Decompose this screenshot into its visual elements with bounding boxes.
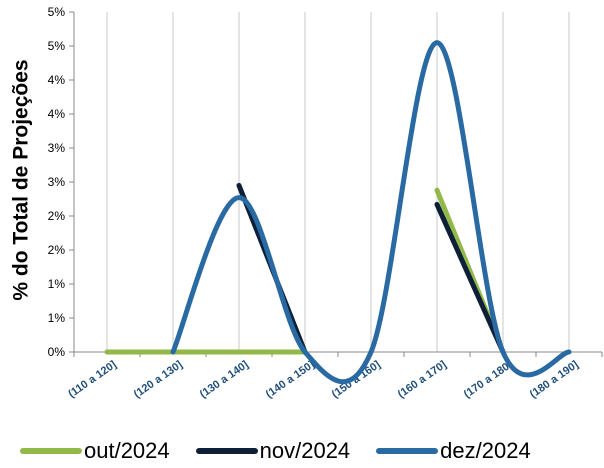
x-tick-label: (110 a 120] — [66, 358, 119, 400]
y-tick-label: 1% — [48, 277, 66, 291]
y-tick-label: 2% — [48, 209, 66, 223]
y-tick-label: 4% — [48, 107, 66, 121]
axes — [69, 11, 603, 357]
y-tick-label: 1% — [48, 311, 66, 325]
legend-label: out/2024 — [84, 438, 170, 463]
x-tick-label: (120 a 130] — [132, 358, 185, 400]
y-tick-label: 3% — [48, 175, 66, 189]
y-axis-title: % do Total de Projeções — [10, 59, 34, 301]
legend-item: out/2024 — [20, 438, 184, 464]
y-tick-label: 0% — [48, 345, 66, 359]
y-tick-label: 3% — [48, 141, 66, 155]
series-lines — [104, 40, 572, 385]
legend-swatch — [195, 448, 258, 454]
legend-item: dez/2024 — [376, 438, 545, 464]
legend-label: nov/2024 — [259, 438, 351, 463]
y-axis-title-wrap: % do Total de Projeções — [0, 0, 44, 360]
legend: out/2024 nov/2024 dez/2024 — [20, 436, 600, 466]
gridlines — [106, 12, 570, 352]
legend-swatch — [376, 448, 439, 454]
series-line-dez/2024 — [170, 40, 572, 385]
x-tick-label: (160 a 170] — [396, 358, 449, 400]
y-tick-label: 5% — [48, 39, 66, 53]
x-tick-label: (130 a 140] — [198, 358, 251, 400]
series-line-nov/2024 — [434, 201, 506, 355]
y-tick-labels: 0% 1% 1% 2% 2% 3% 3% 4% 4% 5% 5% — [48, 5, 66, 359]
y-tick-label: 4% — [48, 73, 66, 87]
x-tick-label: (170 a 180] — [462, 358, 515, 400]
y-tick-label: 2% — [48, 243, 66, 257]
legend-label: dez/2024 — [440, 438, 531, 463]
x-tick-label: (180 a 190] — [528, 358, 581, 400]
legend-item: nov/2024 — [195, 438, 365, 464]
x-tick-label: (140 a 150] — [264, 358, 317, 400]
x-tick-labels: (110 a 120] (120 a 130] (130 a 140] (140 a … — [66, 358, 581, 400]
y-tick-label: 5% — [48, 5, 66, 19]
chart: 0% 1% 1% 2% 2% 3% 3% 4% 4% 5% 5% (110 a 120] (120 a… — [48, 5, 603, 401]
legend-swatch — [20, 448, 82, 454]
